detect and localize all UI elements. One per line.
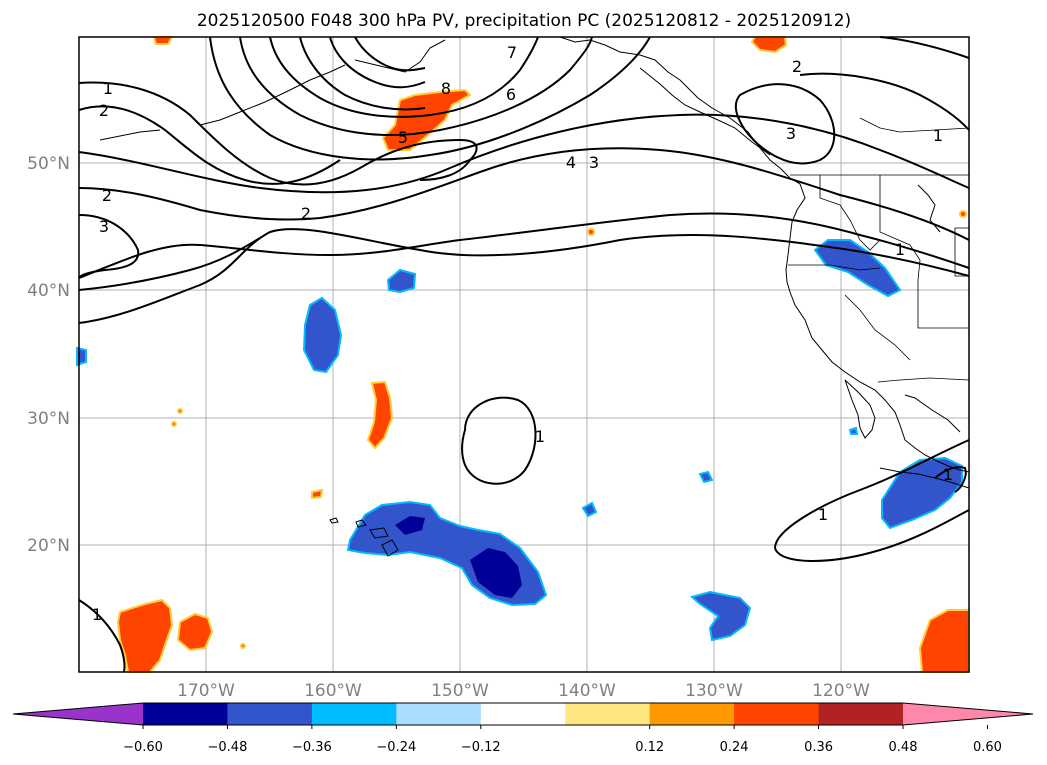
colorbar-segment [143,703,228,725]
lon-label: 160°W [304,681,362,701]
lat-label: 50°N [27,154,70,174]
contour-label: 7 [507,43,517,62]
colorbar-tick-label: −0.48 [208,740,248,755]
colorbar-tick-label: −0.60 [123,740,163,755]
colorbar-segment [649,703,735,725]
contour-label: 5 [398,128,408,147]
colorbar-segment [818,703,904,725]
contour-label: 1 [535,427,545,446]
colorbar-tick-label: 0.48 [889,740,918,755]
colorbar-tick-label: 0.36 [804,740,833,755]
colorbar-segment [734,703,820,725]
lat-label: 20°N [27,536,70,556]
contour-label: 2 [99,101,109,120]
contour-label: 8 [441,79,451,98]
colorbar-tick-label: −0.24 [376,740,416,755]
colorbar-segment [311,703,397,725]
contour-label: 1 [818,505,828,524]
colorbar-segment [565,703,651,725]
colorbar-segments [143,703,904,725]
precip-strong-negative-areas [395,516,522,598]
precip-positive-areas [116,36,970,673]
contour-label: 1 [103,79,113,98]
contour-label: 2 [792,57,802,76]
figure-title: 2025120500 F048 300 hPa PV, precipitatio… [197,11,851,31]
contour-label: 1 [933,126,943,145]
contour-label: 3 [589,153,599,172]
pv-contours [78,36,970,673]
colorbar-extend-left [13,703,143,725]
lon-label: 130°W [685,681,743,701]
contour-label: 1 [895,240,905,259]
colorbar-tick-label: −0.12 [461,740,501,755]
lon-label: 120°W [812,681,870,701]
colorbar-ticks: −0.60 −0.48 −0.36 −0.24 −0.12 0.12 0.24 0.36 0.4… [123,725,1002,755]
latitude-labels: 50°N 40°N 30°N 20°N [27,154,70,556]
colorbar-extend-right [903,703,1033,725]
contour-label: 3 [786,124,796,143]
contour-label: 1 [943,465,953,484]
colorbar-tick-label: 0.24 [720,740,749,755]
colorbar-segment [480,703,566,725]
contour-label: 2 [102,186,112,205]
coastlines [99,36,970,557]
contour-label: 1 [92,605,102,624]
longitude-labels: 170°W 160°W 150°W 140°W 130°W 120°W [177,681,870,701]
contour-label: 4 [566,153,576,172]
colorbar-segment [396,703,482,725]
colorbar-tick-label: 0.12 [635,740,664,755]
colorbar: −0.60 −0.48 −0.36 −0.24 −0.12 0.12 0.24 0.36 0.4… [12,702,1034,755]
contour-label: 2 [301,204,311,223]
lon-label: 140°W [558,681,616,701]
map-frame [78,36,970,673]
lon-label: 150°W [431,681,489,701]
colorbar-tick-label: −0.36 [292,740,332,755]
contour-label: 3 [99,217,109,236]
contour-label-group: 1 2 2 3 2 8 7 6 5 4 3 2 3 1 1 1 1 1 1 [92,43,953,624]
lat-label: 30°N [27,409,70,429]
colorbar-segment [227,703,313,725]
colorbar-tick-label: 0.60 [973,740,1002,755]
contour-label: 6 [506,85,516,104]
lon-label: 170°W [177,681,235,701]
lat-label: 40°N [27,281,70,301]
